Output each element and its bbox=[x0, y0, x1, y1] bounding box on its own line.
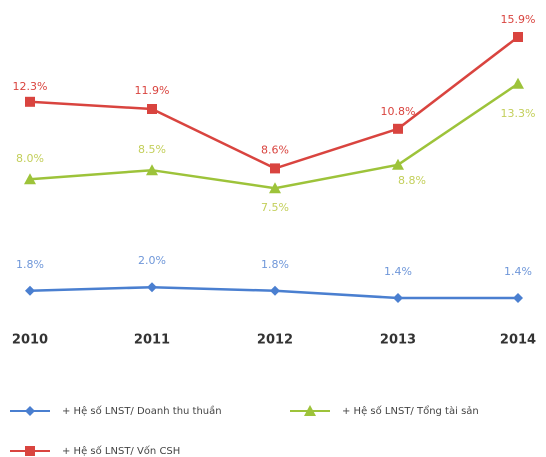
x-tick-label: 2014 bbox=[500, 333, 536, 348]
data-label: 2.0% bbox=[138, 254, 166, 267]
data-label: 15.9% bbox=[501, 13, 536, 26]
marker bbox=[393, 123, 403, 134]
marker bbox=[24, 173, 36, 185]
data-label: 1.8% bbox=[261, 258, 289, 271]
marker bbox=[146, 164, 158, 176]
x-tick-label: 2013 bbox=[380, 333, 416, 348]
data-label: 1.8% bbox=[16, 258, 44, 271]
data-label: 7.5% bbox=[261, 201, 289, 214]
data-label: 1.4% bbox=[504, 265, 532, 278]
legend-label: + Hệ số LNST/ Tổng tài sản bbox=[342, 404, 479, 417]
legend-label: + Hệ số LNST/ Doanh thu thuần bbox=[62, 405, 222, 417]
data-label: 12.3% bbox=[13, 80, 48, 93]
marker bbox=[270, 163, 280, 174]
data-label: 8.6% bbox=[261, 143, 289, 156]
legend-label: + Hệ số LNST/ Vốn CSH bbox=[62, 445, 180, 457]
marker bbox=[393, 293, 403, 303]
data-label: 11.9% bbox=[135, 84, 170, 97]
marker bbox=[270, 285, 280, 296]
marker bbox=[269, 182, 281, 194]
marker bbox=[304, 405, 316, 416]
data-label: 13.3% bbox=[501, 107, 536, 120]
marker bbox=[25, 285, 35, 296]
data-label: 8.0% bbox=[16, 152, 44, 165]
data-label: 10.8% bbox=[381, 105, 416, 118]
marker bbox=[513, 32, 523, 42]
marker bbox=[392, 158, 404, 170]
data-label: 8.5% bbox=[138, 143, 166, 156]
marker bbox=[147, 282, 157, 293]
x-tick-label: 2011 bbox=[134, 333, 170, 348]
marker bbox=[513, 293, 523, 303]
x-tick-label: 2012 bbox=[257, 333, 293, 348]
data-label: 8.8% bbox=[398, 174, 426, 187]
x-tick-label: 2010 bbox=[12, 333, 48, 348]
marker bbox=[25, 406, 35, 416]
marker bbox=[25, 446, 35, 456]
marker bbox=[147, 104, 157, 114]
marker bbox=[512, 77, 524, 89]
marker bbox=[25, 96, 35, 107]
data-label: 1.4% bbox=[384, 265, 412, 278]
